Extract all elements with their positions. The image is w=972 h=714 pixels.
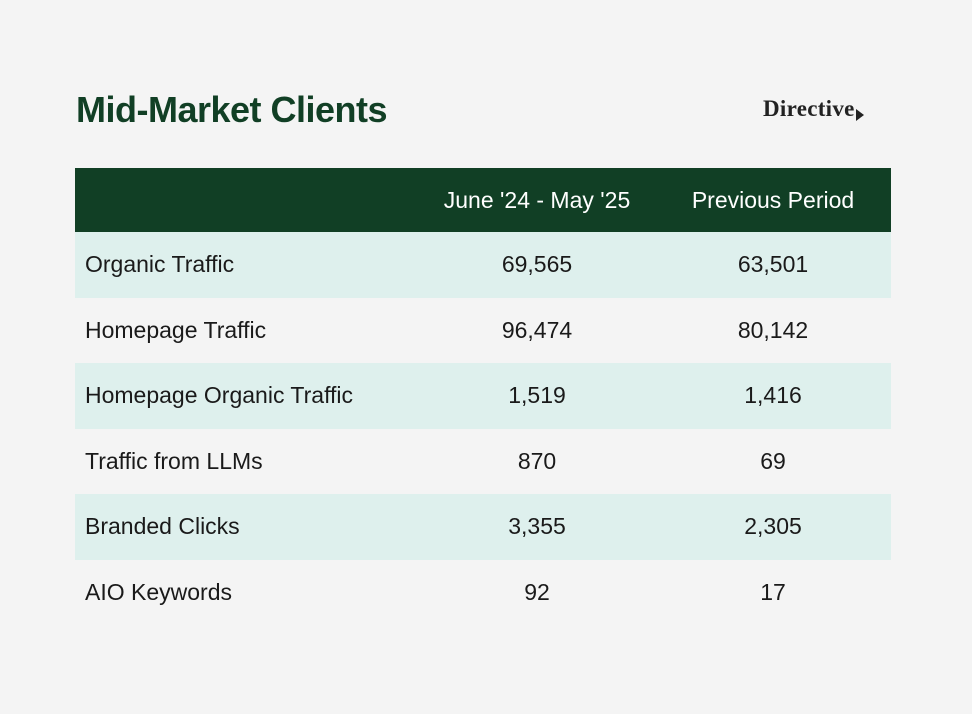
page-title: Mid-Market Clients [76, 89, 388, 130]
current-value: 1,519 [508, 382, 566, 409]
table-row: Organic Traffic 69,565 63,501 [75, 232, 891, 298]
header-current-period: June '24 - May '25 [443, 186, 631, 213]
previous-value: 80,142 [737, 316, 809, 343]
metrics-table: June '24 - May '25 Previous Period Organ… [75, 168, 891, 625]
previous-value: 69 [760, 447, 786, 474]
table-row: Homepage Organic Traffic 1,519 1,416 [75, 363, 891, 429]
row-label: Traffic from LLMs [85, 447, 263, 474]
table-row: Branded Clicks 3,355 2,305 [75, 494, 891, 560]
previous-value: 17 [760, 578, 786, 605]
row-label: Homepage Organic Traffic [85, 382, 354, 409]
row-label: Homepage Traffic [85, 316, 267, 343]
previous-value: 63,501 [737, 251, 809, 278]
previous-value: 2,305 [744, 513, 802, 540]
current-value: 69,565 [501, 251, 573, 278]
directive-logo: Directive [763, 92, 864, 126]
previous-value: 1,416 [744, 382, 802, 409]
row-label: Branded Clicks [85, 513, 240, 540]
row-label: Organic Traffic [85, 251, 235, 278]
table-row: Homepage Traffic 96,474 80,142 [75, 298, 891, 364]
header-previous-period: Previous Period [691, 186, 855, 213]
logo-wordmark: Directive [763, 96, 855, 121]
table-row: Traffic from LLMs 870 69 [75, 429, 891, 495]
table-header-row: June '24 - May '25 Previous Period [75, 168, 891, 232]
row-label: AIO Keywords [85, 578, 232, 605]
current-value: 3,355 [508, 513, 566, 540]
current-value: 870 [517, 447, 557, 474]
arrow-mark-icon [855, 101, 864, 127]
current-value: 96,474 [501, 316, 573, 343]
current-value: 92 [524, 578, 550, 605]
table-row: AIO Keywords 92 17 [75, 560, 891, 626]
